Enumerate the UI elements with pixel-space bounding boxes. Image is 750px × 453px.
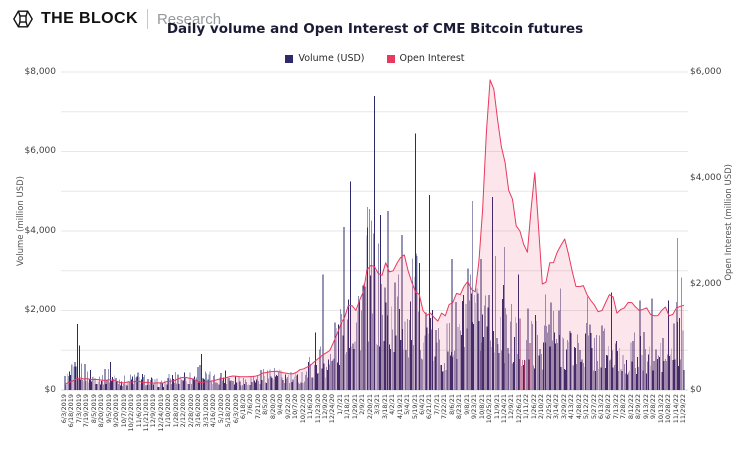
right-axis-tick: $0 [690, 384, 702, 395]
x-axis-tick: 5/12/22 [582, 394, 591, 420]
volume-spike-bar [544, 294, 546, 390]
x-axis-tick: 7/28/22 [619, 394, 628, 420]
volume-spike-bar [587, 296, 589, 390]
left-axis-tick: $2,000 [24, 305, 57, 315]
x-axis-tick: 1/11/22 [522, 394, 531, 420]
volume-spike-bar [380, 215, 381, 390]
right-axis-tick: $6,000 [690, 66, 722, 77]
x-axis-tick: 9/4/20 [276, 394, 285, 415]
volume-spike-bar [322, 274, 324, 390]
x-axis-tick: 7/6/20 [246, 394, 255, 415]
x-axis-tick: 8/5/20 [261, 394, 270, 415]
open-interest-line [64, 79, 685, 385]
x-axis-tick: 5/18/2020 [224, 394, 233, 428]
volume-spike-bar [517, 274, 519, 390]
x-axis-tick: 9/28/22 [649, 394, 658, 420]
x-axis-tick: 4/13/22 [567, 394, 576, 420]
volume-spike-bar [676, 238, 678, 390]
volume-spike-bar [367, 207, 369, 390]
x-axis-tick: 1/18/21 [343, 394, 352, 420]
volume-spike-bar [387, 211, 389, 391]
header-brand: THE BLOCK Research [12, 7, 221, 31]
volume-spike-bar [401, 234, 403, 390]
volume-spike-bar [79, 345, 80, 390]
brand-subtitle: Research [156, 10, 222, 28]
volume-bars [64, 95, 685, 391]
x-axis-tick: 7/19/2019 [82, 394, 91, 428]
left-axis-tick: $6,000 [24, 146, 57, 156]
volume-spike-bar [480, 258, 482, 390]
x-axis-tick: 6/28/22 [604, 394, 613, 420]
volume-spike-bar [374, 95, 375, 390]
x-axis-tick: 4/2/21 [388, 394, 397, 415]
x-axis-tick: 12/9/2019 [149, 394, 158, 428]
right-axis-tick: $2,000 [690, 278, 722, 289]
x-axis-tick: 2/9/21 [358, 394, 367, 415]
volume-spike-bar [110, 362, 111, 390]
volume-spike-bar [350, 181, 352, 390]
right-axis-tick: $4,000 [690, 172, 722, 183]
open-interest-legend-swatch [386, 54, 395, 63]
x-axis-tick: 6/21/21 [425, 394, 434, 420]
x-axis-tick: 5/4/21 [403, 394, 412, 415]
x-axis-tick: 9/20/2019 [112, 394, 121, 428]
x-axis-tick: 11/6/20 [306, 394, 315, 420]
volume-spike-bar [503, 246, 505, 390]
volume-spike-bar [415, 133, 416, 391]
x-axis-tick: 8/29/22 [634, 394, 643, 420]
volume-spike-bar [343, 227, 345, 390]
x-axis-tick: 8/20/2019 [97, 394, 106, 428]
x-axis-tick: 11/29/22 [679, 394, 687, 424]
left-axis-tick: $8,000 [24, 66, 57, 77]
x-axis-tick: 3/14/22 [552, 394, 561, 420]
x-axis-tick: 10/28/22 [664, 394, 673, 424]
brand-name: THE BLOCK [41, 10, 138, 27]
x-axis-tick: 10/22/2019 [127, 394, 136, 432]
open-interest-area [65, 79, 684, 391]
volume-spike-bar [639, 300, 641, 390]
x-axis-tick: 12/9/21 [507, 394, 516, 420]
volume-spike-bar [429, 195, 431, 390]
x-axis-tick: 7/22/21 [440, 394, 449, 420]
left-axis-tick: $4,000 [24, 225, 57, 236]
x-axis-tick: 3/3/21 [373, 394, 382, 415]
left-axis-tick: $0 [44, 384, 56, 395]
volume-spike-bar [667, 300, 669, 390]
volume-spike-bar [681, 277, 683, 390]
volume-spike-bar [334, 322, 336, 390]
brand-divider [146, 9, 148, 29]
volume-spike-bar [77, 324, 79, 390]
volume-spike-bar [559, 288, 561, 390]
x-axis-tick: 10/25/21 [485, 394, 494, 424]
x-axis-tick: 12/24/20 [328, 394, 337, 424]
x-axis-tick: 9/23/21 [470, 394, 479, 420]
legend-item-volume: Volume (USD) [285, 53, 365, 64]
volume-legend-swatch [285, 54, 294, 63]
volume-spike-bar [471, 201, 473, 390]
volume-spike-bar [491, 197, 493, 390]
x-axis-tick: 3/16/2020 [194, 394, 203, 428]
x-axis-tick: 6/18/2019 [67, 394, 76, 428]
chart-legend: Volume (USD) Open Interest [0, 53, 750, 64]
volume-spike-bar [651, 298, 653, 390]
the-block-logo-icon [12, 8, 34, 30]
x-axis-tick: 4/16/2020 [209, 394, 218, 428]
volume-spike-bar [201, 354, 202, 390]
chart-title: Daily volume and Open Interest of CME Bi… [166, 21, 584, 37]
x-axis-tick: 2/12/2020 [179, 394, 188, 428]
volume-spike-bar [451, 258, 453, 390]
x-axis-tick: 8/23/21 [455, 394, 464, 420]
x-axis-tick: 10/7/20 [291, 394, 300, 420]
x-axis-tick: 2/10/22 [537, 394, 546, 420]
legend-item-open-interest: Open Interest [386, 53, 465, 64]
open-interest-legend-label: Open Interest [399, 53, 465, 64]
volume-spike-bar [611, 292, 613, 390]
volume-legend-label: Volume (USD) [298, 53, 365, 64]
x-axis-tick: 1/10/2020 [164, 394, 173, 428]
